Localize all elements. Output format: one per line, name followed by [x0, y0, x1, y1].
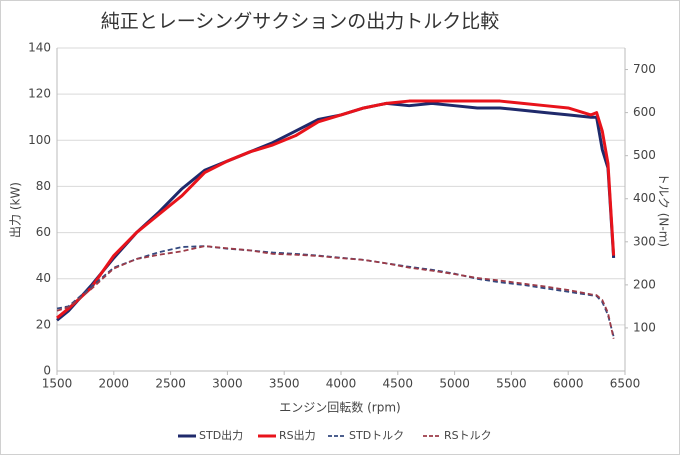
y-tick-label: 120 [28, 87, 51, 101]
y2-axis-label: トルク (N-m) [657, 173, 671, 247]
x-axis-label: エンジン回転数 (rpm) [279, 400, 400, 415]
y2-tick-label: 100 [633, 320, 656, 334]
x-tick-label: 6000 [553, 377, 584, 391]
y2-tick-label: 600 [633, 105, 656, 119]
y-tick-label: 80 [36, 179, 51, 193]
series-line [56, 245, 615, 337]
x-tick-label: 4000 [326, 377, 357, 391]
legend-label: RSトルク [444, 429, 492, 442]
x-tick-label: 5000 [439, 377, 470, 391]
y-tick-label: 0 [43, 364, 51, 378]
series-line [56, 99, 616, 320]
legend-label: STD出力 [199, 428, 243, 442]
x-tick-label: 6500 [610, 377, 641, 391]
y-tick-label: 20 [36, 317, 51, 331]
y2-tick-label: 700 [633, 62, 656, 76]
legend-label: STDトルク [349, 429, 404, 442]
y-tick-label: 40 [36, 271, 51, 285]
y2-tick-label: 500 [633, 148, 656, 162]
chart-title: 純正とレーシングサクションの出力トルク比較 [101, 11, 500, 33]
y2-tick-label: 400 [633, 191, 656, 205]
x-tick-label: 3500 [269, 377, 300, 391]
x-tick-label: 2500 [155, 377, 186, 391]
legend-label: RS出力 [279, 428, 316, 442]
series-line [56, 245, 615, 339]
y-tick-label: 60 [36, 225, 51, 239]
x-tick-label: 5500 [496, 377, 527, 391]
x-tick-label: 4500 [383, 377, 414, 391]
x-tick-label: 3000 [212, 377, 243, 391]
y-axis-label: 出力 (kW) [9, 182, 23, 238]
y-tick-label: 140 [28, 41, 51, 55]
y2-tick-label: 300 [633, 234, 656, 248]
x-tick-label: 2000 [99, 377, 130, 391]
y2-tick-label: 200 [633, 277, 656, 291]
y-tick-label: 100 [28, 133, 51, 147]
x-tick-label: 1500 [42, 377, 73, 391]
